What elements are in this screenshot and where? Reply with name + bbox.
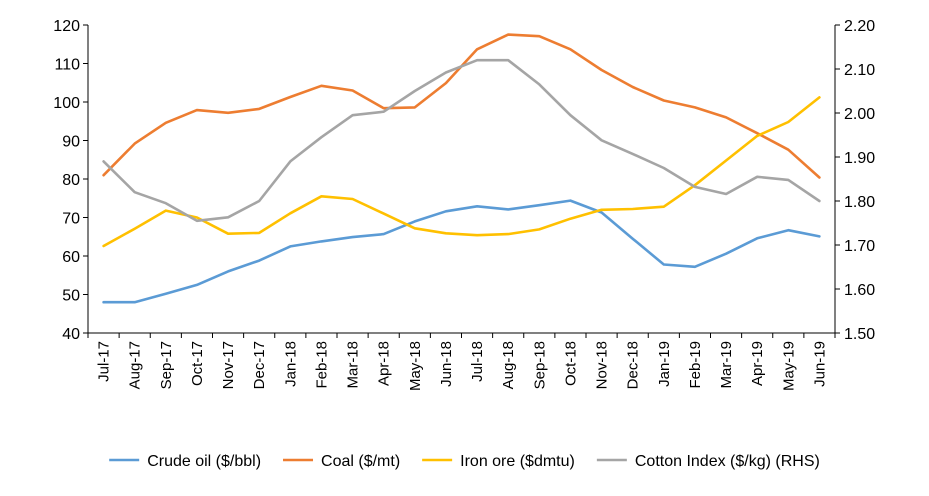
x-axis-tick-label: Apr-18 [376, 341, 393, 386]
right-axis-tick-label: 2.00 [844, 106, 875, 123]
x-axis-tick-label: Sep-17 [158, 341, 175, 389]
chart-axes: 40 50 60 70 80 90 100 110 120 1.50 1.60 1.70 1.80 1.9… [53, 18, 875, 391]
right-axis-tick-label: 2.10 [844, 62, 875, 79]
series-line-cotton-index-kg-rhs [102, 58, 821, 223]
legend-label: Coal ($/mt) [321, 453, 400, 470]
left-axis-tick-label: 40 [62, 326, 80, 343]
x-axis-tick-label: Jan-18 [282, 341, 299, 387]
x-axis-tick-label: Feb-18 [313, 341, 330, 389]
x-axis-tick-label: Jun-19 [811, 341, 828, 387]
legend-item-coal-mt: Coal ($/mt) [283, 453, 400, 470]
x-axis-tick-label: Jan-19 [656, 341, 673, 387]
series-line-coal-mt [102, 33, 821, 179]
x-axis-tick-label: Aug-18 [500, 341, 517, 389]
x-axis-tick-label: Jun-18 [438, 341, 455, 387]
left-axis-tick-label: 70 [62, 211, 80, 228]
right-axis-tick-label: 1.50 [844, 326, 875, 343]
chart-legend: Crude oil ($/bbl) Coal ($/mt) Iron ore ($d… [109, 453, 820, 470]
left-axis-tick-label: 100 [53, 95, 80, 112]
right-axis-tick-label: 1.60 [844, 282, 875, 299]
x-axis-tick-label: Dec-18 [625, 341, 642, 389]
x-axis-tick-label: Jul-18 [469, 341, 486, 382]
left-axis-tick-label: 110 [54, 57, 80, 74]
left-axis-tick-label: 60 [62, 249, 80, 266]
legend-item-crude-oil-bbl: Crude oil ($/bbl) [109, 453, 261, 470]
right-axis-tick-label: 1.70 [844, 238, 875, 255]
x-axis-tick-label: Mar-18 [345, 341, 362, 389]
legend-label: Cotton Index ($/kg) (RHS) [635, 453, 820, 470]
x-axis-tick-label: Dec-17 [251, 341, 268, 389]
x-axis-tick-label: Nov-18 [594, 341, 611, 389]
series-line-crude-oil-bbl [102, 199, 821, 304]
x-axis-tick-label: Aug-17 [127, 341, 144, 389]
left-axis-tick-label: 120 [53, 18, 80, 35]
x-axis-tick-label: Mar-19 [718, 341, 735, 389]
right-axis-tick-label: 1.80 [844, 194, 875, 211]
legend-item-iron-ore-dmtu: Iron ore ($dmtu) [422, 453, 575, 470]
x-axis-tick-label: Oct-17 [189, 341, 206, 386]
x-axis-tick-label: Apr-19 [749, 341, 766, 386]
x-axis-tick-label: Nov-17 [220, 341, 237, 389]
x-axis-tick-label: May-18 [407, 341, 424, 391]
x-axis-tick-label: Sep-18 [531, 341, 548, 389]
left-axis-tick-label: 80 [62, 172, 80, 189]
right-axis-tick-label: 1.90 [844, 150, 875, 167]
series-line-iron-ore-dmtu [102, 96, 821, 248]
x-axis-tick-label: May-19 [780, 341, 797, 391]
left-axis-tick-label: 90 [62, 134, 80, 151]
left-axis-tick-label: 50 [62, 288, 80, 305]
legend-item-cotton-index-kg-rhs: Cotton Index ($/kg) (RHS) [596, 453, 820, 470]
legend-label: Crude oil ($/bbl) [147, 453, 261, 470]
right-axis-tick-label: 2.20 [844, 18, 875, 35]
x-axis-tick-label: Feb-19 [687, 341, 704, 389]
legend-label: Iron ore ($dmtu) [460, 453, 575, 470]
chart-series [102, 33, 821, 304]
x-axis-tick-label: Jul-17 [96, 341, 113, 382]
x-axis-tick-label: Oct-18 [562, 341, 579, 386]
